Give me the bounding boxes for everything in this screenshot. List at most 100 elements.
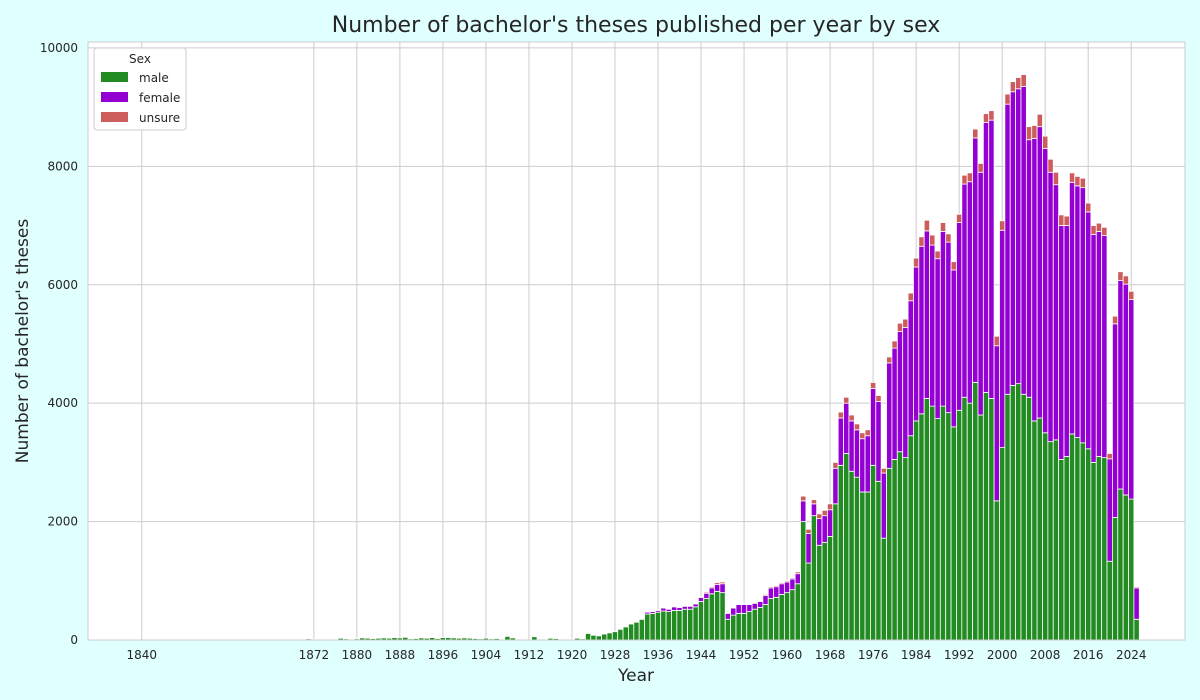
x-tick-label: 1936: [643, 648, 674, 662]
bar-unsure: [961, 174, 968, 185]
bar-unsure: [1004, 93, 1011, 105]
bar-female: [767, 587, 775, 599]
bar-male: [1090, 461, 1097, 641]
bar-female: [993, 345, 1000, 502]
bar-male: [864, 491, 871, 641]
bar-male: [929, 405, 936, 641]
bar-male: [660, 610, 667, 641]
bar-male: [751, 608, 758, 641]
bar-male: [778, 594, 785, 641]
bar-female: [1063, 225, 1070, 457]
bar-female: [875, 400, 882, 482]
bar-female: [1090, 234, 1097, 463]
bar-male: [821, 541, 828, 641]
bar-male: [1122, 494, 1129, 641]
bar-male: [740, 612, 748, 641]
bar-unsure: [880, 467, 887, 474]
bar-unsure: [1009, 81, 1017, 93]
bar-unsure: [703, 591, 710, 594]
x-tick-label: 2016: [1073, 648, 1104, 662]
bar-unsure: [956, 213, 963, 223]
bar-female: [1101, 235, 1108, 459]
x-tick-label: 1928: [600, 648, 631, 662]
legend-title: Sex: [129, 52, 151, 66]
bar-unsure: [1090, 225, 1097, 235]
bar-female: [789, 578, 796, 591]
bar-male: [913, 420, 920, 641]
bar-unsure: [1122, 275, 1129, 285]
x-tick-label: 1952: [729, 648, 760, 662]
x-tick-label: 1888: [385, 648, 416, 662]
bar-male: [1015, 383, 1022, 641]
bar-male: [611, 631, 619, 641]
bar-female: [950, 269, 957, 428]
bar-male: [1133, 618, 1140, 641]
bar-female: [719, 583, 726, 594]
bar-male: [730, 614, 737, 641]
bar-unsure: [816, 513, 823, 520]
bar-unsure: [767, 586, 775, 589]
bar-female: [832, 467, 839, 505]
bar-male: [837, 464, 844, 641]
bar-female: [1052, 184, 1060, 441]
bar-male: [880, 537, 887, 641]
bar-unsure: [730, 607, 737, 609]
bar-unsure: [1058, 214, 1065, 226]
bar-female: [1042, 148, 1049, 434]
bar-female: [714, 583, 721, 592]
bar-unsure: [1025, 126, 1033, 141]
bar-female: [972, 137, 979, 383]
bar-male: [606, 632, 613, 641]
bar-female: [907, 300, 914, 437]
bar-male: [692, 606, 699, 641]
bar-male: [918, 413, 925, 641]
bar-female: [918, 245, 925, 415]
bar-female: [708, 587, 715, 595]
x-tick-label: 1992: [944, 648, 975, 662]
bar-female: [1112, 323, 1119, 518]
bar-female: [671, 606, 678, 611]
bar-unsure: [864, 429, 871, 437]
bar-female: [724, 612, 732, 620]
bar-unsure: [746, 603, 753, 605]
bar-male: [783, 592, 791, 641]
bar-male: [773, 596, 780, 641]
bar-male: [886, 467, 893, 641]
bar-male: [654, 611, 662, 641]
bar-unsure: [789, 577, 796, 580]
bar-male: [1058, 459, 1065, 641]
bar-male: [950, 426, 957, 641]
bar-male: [590, 634, 597, 641]
bar-unsure: [692, 602, 699, 605]
x-tick-label: 2000: [987, 648, 1018, 662]
bar-female: [649, 611, 656, 614]
bar-unsure: [1101, 226, 1108, 237]
bar-female: [1015, 88, 1022, 385]
bar-male: [923, 398, 930, 641]
bar-unsure: [1052, 171, 1060, 186]
bar-unsure: [918, 236, 925, 247]
x-tick-label: 1872: [299, 648, 330, 662]
bar-male: [622, 626, 629, 641]
bar-female: [746, 604, 753, 612]
y-tick-label: 0: [70, 633, 78, 647]
bar-unsure: [853, 423, 861, 431]
bar-female: [891, 347, 898, 460]
bar-unsure: [1047, 158, 1054, 173]
bar-female: [870, 387, 877, 466]
bar-male: [966, 402, 973, 641]
chart-title: Number of bachelor's theses published pe…: [332, 13, 940, 38]
bar-female: [821, 515, 828, 543]
bar-male: [762, 604, 769, 641]
legend-label-female: female: [139, 91, 180, 105]
bar-male: [746, 611, 753, 641]
bar-female: [676, 607, 683, 611]
bar-male: [719, 592, 726, 641]
bar-female: [1036, 126, 1043, 419]
bar-male: [956, 409, 963, 641]
bar-male: [1009, 385, 1017, 641]
bar-female: [939, 231, 947, 407]
bar-male: [601, 633, 608, 641]
bar-male: [832, 503, 839, 641]
bar-male: [891, 459, 898, 641]
